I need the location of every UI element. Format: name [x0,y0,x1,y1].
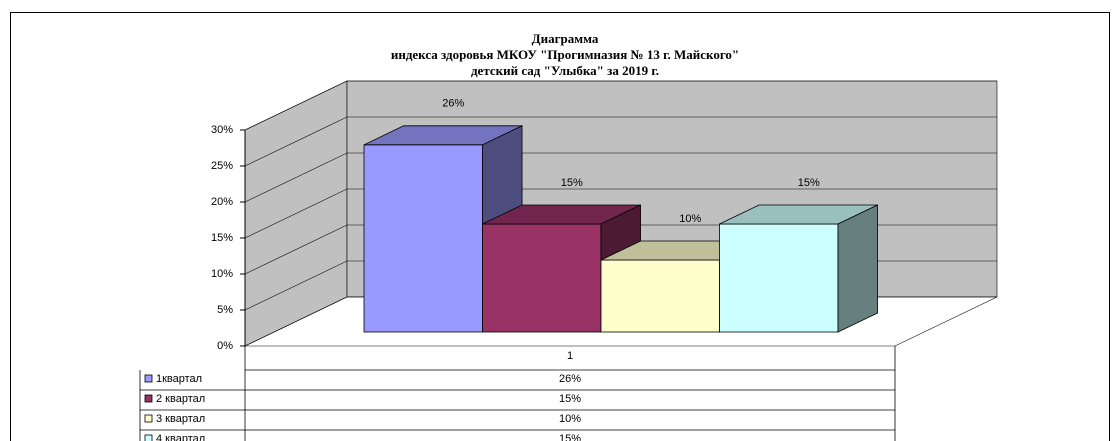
bar [363,144,483,333]
chart-title: детский сад "Улыбка" за 2019 г. [471,63,659,78]
chart-title: индекса здоровья МКОУ "Прогимназия № 13 … [391,47,739,62]
legend-key [144,414,153,423]
legend-label: 3 квартал [156,413,205,425]
table-value: 10% [559,413,581,425]
bar [600,259,720,333]
legend-label: 2 квартал [156,393,205,405]
bar-side [837,204,878,333]
data-label: 10% [679,213,701,225]
legend-label: 1квартал [156,373,202,385]
table-header: 1 [567,350,573,362]
grid-line [244,188,997,239]
table-value: 15% [559,433,581,441]
y-tick-label: 30% [211,124,233,136]
grid-line [244,116,997,167]
y-tick-label: 25% [211,160,233,172]
y-tick-label: 0% [217,340,233,352]
data-label: 15% [561,177,583,189]
data-label: 15% [798,177,820,189]
legend-key [144,434,153,441]
y-tick-label: 10% [211,268,233,280]
legend-key [144,394,153,403]
legend-label: 4 квартал [156,433,205,441]
y-tick-label: 5% [217,304,233,316]
table-value: 26% [559,373,581,385]
table-value: 15% [559,393,581,405]
bar [719,223,839,333]
legend-key [144,374,153,383]
bar [482,223,602,333]
grid-line [244,80,997,131]
y-tick-label: 20% [211,196,233,208]
y-tick-label: 15% [211,232,233,244]
chart-title: Диаграмма [532,31,599,46]
data-label: 26% [442,98,464,110]
grid-line [244,152,997,203]
